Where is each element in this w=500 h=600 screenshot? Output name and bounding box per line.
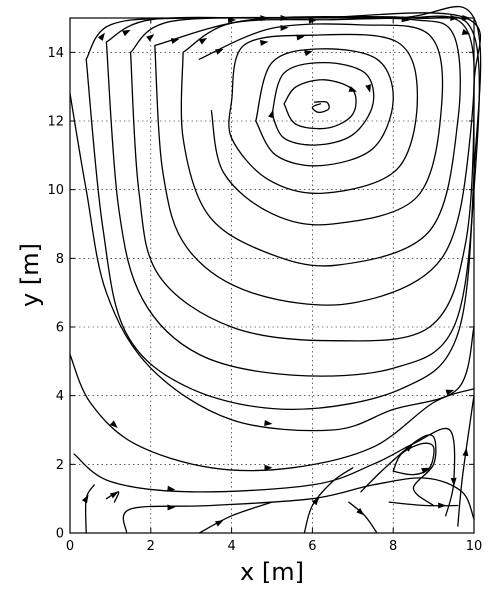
streamline-arrow	[167, 504, 176, 511]
x-tick-label: 0	[66, 539, 74, 554]
y-tick-label: 14	[47, 46, 64, 61]
streamline	[388, 501, 459, 507]
streamline-arrow	[122, 29, 131, 37]
plot-frame	[69, 17, 475, 534]
y-axis-label: y [m]	[16, 243, 44, 307]
streamline-arrow	[264, 420, 273, 427]
streamline-arrow	[450, 477, 457, 486]
y-tick-label: 10	[47, 183, 64, 198]
streamline	[228, 33, 419, 195]
x-tick-label: 4	[227, 539, 235, 554]
streamline-arrow	[215, 48, 224, 55]
streamline	[255, 48, 394, 167]
streamline	[283, 79, 357, 130]
streamline-arrow	[445, 389, 455, 396]
streamline-arrow	[81, 494, 89, 504]
y-tick-label: 2	[56, 458, 64, 473]
streamline	[198, 23, 444, 226]
y-tick-label: 8	[56, 252, 64, 267]
streamline	[105, 491, 120, 503]
streamlines	[69, 5, 482, 534]
streamline	[180, 17, 461, 267]
streamline-arrow	[348, 86, 358, 92]
streamline	[311, 100, 330, 114]
streamline-arrow	[421, 467, 430, 474]
streamline-arrow	[109, 491, 119, 499]
streamline	[360, 434, 437, 507]
axis-ticks: 0 2 4 6 8 10 0 2 4 6 8 10 12 14	[47, 18, 482, 554]
x-tick-label: 8	[389, 539, 397, 554]
streamline-arrow	[296, 34, 305, 41]
streamline-arrow	[198, 37, 208, 45]
streamline-arrow	[365, 84, 372, 93]
streamline	[85, 5, 482, 411]
streamline	[271, 61, 375, 146]
streamline	[198, 501, 273, 534]
streamline-arrow	[280, 24, 289, 31]
streamline	[84, 484, 95, 534]
streamline	[392, 442, 435, 476]
streamline-arrow	[167, 485, 176, 492]
y-tick-label: 4	[56, 389, 64, 404]
streamline	[73, 427, 456, 517]
y-tick-label: 12	[47, 115, 64, 130]
streamline-arrow	[215, 520, 224, 527]
streamline-arrow	[311, 497, 320, 506]
streamline	[348, 501, 378, 534]
streamline-arrow	[259, 39, 269, 46]
x-tick-label: 10	[466, 539, 483, 554]
streamline	[69, 92, 475, 432]
x-tick-label: 6	[308, 539, 316, 554]
streamline-arrow	[264, 464, 273, 471]
grid	[70, 18, 474, 533]
streamline-arrow	[268, 109, 274, 119]
streamline-arrow	[356, 507, 365, 516]
streamline	[457, 395, 475, 527]
y-tick-label: 6	[56, 321, 64, 336]
streamline-arrow	[462, 447, 469, 457]
streamline-arrow	[146, 34, 155, 42]
streamline-arrow	[109, 420, 118, 429]
streamline-arrow	[97, 32, 105, 41]
x-tick-label: 2	[147, 539, 155, 554]
x-axis-label: x [m]	[240, 558, 304, 586]
y-tick-label: 0	[56, 527, 64, 542]
streamline-arrow	[304, 50, 313, 57]
streamline-arrow	[438, 502, 447, 509]
streamline	[105, 15, 480, 377]
streamline-arrow	[404, 444, 413, 452]
streamline-arrow	[461, 29, 471, 35]
streamline	[122, 477, 475, 534]
streamline	[69, 353, 475, 472]
streamline	[154, 15, 475, 306]
streamline-arrow	[170, 38, 180, 44]
streamline	[303, 467, 354, 534]
